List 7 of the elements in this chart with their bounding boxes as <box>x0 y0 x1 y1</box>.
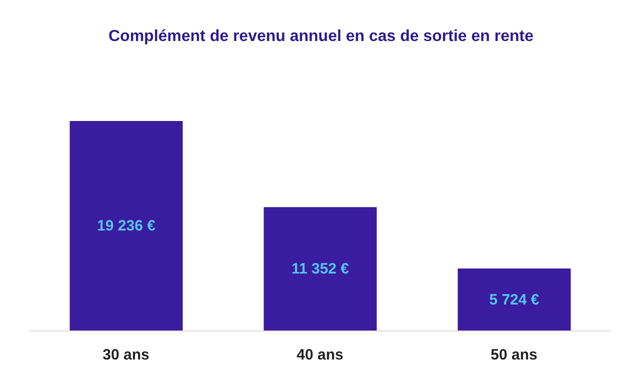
data-label: 19 236 € <box>97 218 156 234</box>
data-label: 11 352 € <box>291 260 350 278</box>
x-tick-label: 30 ans <box>102 346 150 364</box>
x-tick-label: 50 ans <box>490 346 538 364</box>
chart-title: Complément de revenu annuel en cas de sortie en rente <box>107 28 534 46</box>
data-label: 5 724 € <box>489 291 540 308</box>
x-tick-label: 40 ans <box>296 346 344 364</box>
